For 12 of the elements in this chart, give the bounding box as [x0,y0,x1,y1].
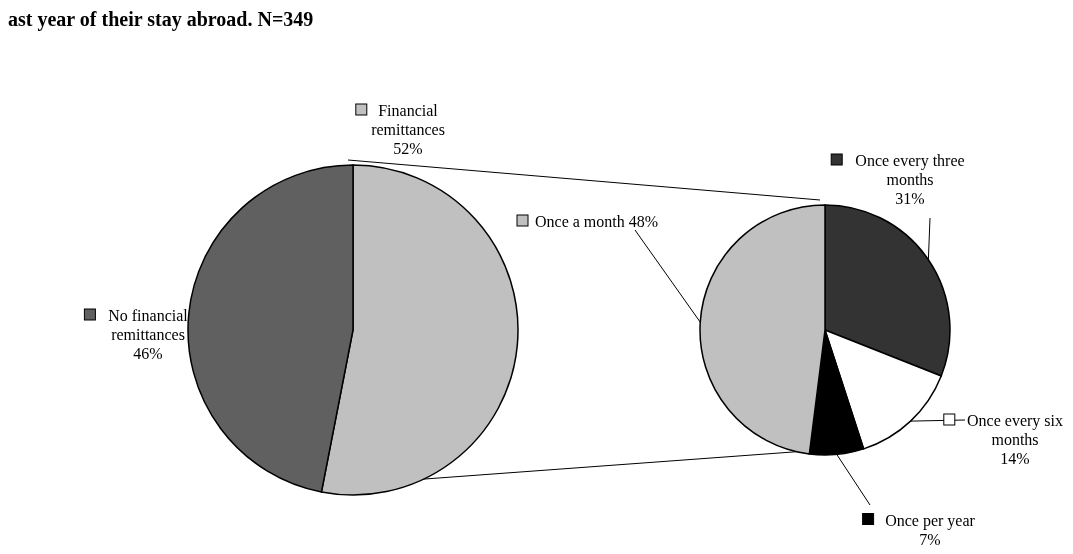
legend-label: Once per year [885,511,976,530]
legend-label: No financial remittances [108,307,189,343]
data-label: 14% [1000,450,1030,467]
data-label: 52% [393,140,423,157]
legend-label: Once every three months [855,152,965,188]
data-label: 7% [919,530,941,548]
legend-label: Once every six months [967,412,1063,448]
legend-label: Financial remittances [371,102,445,138]
data-label: 31% [895,190,925,207]
chart-title: ast year of their stay abroad. N=349 [8,8,314,31]
data-label: 46% [133,345,163,362]
legend-label: Once a month 48% [535,213,659,230]
